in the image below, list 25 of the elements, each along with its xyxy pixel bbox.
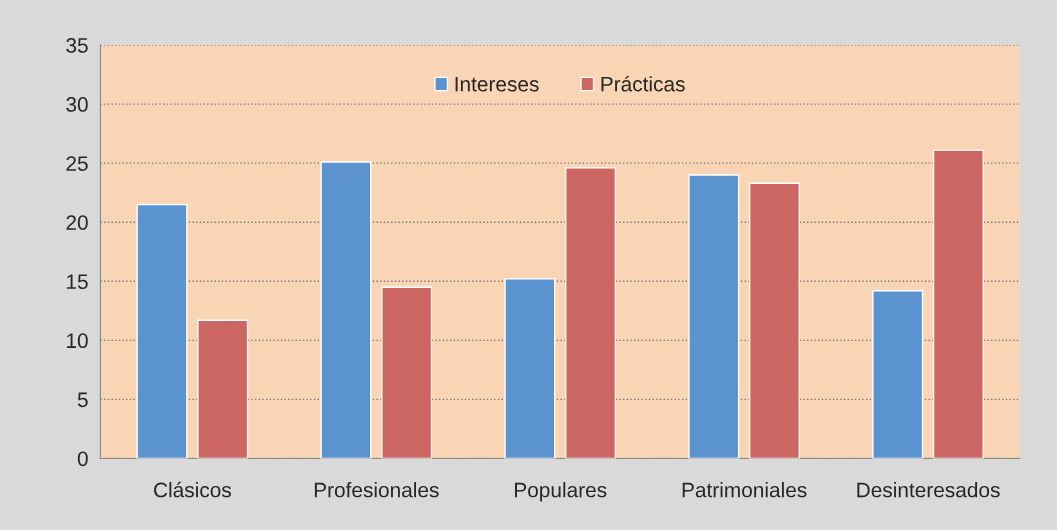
y-tick-label: 5 [77, 392, 88, 408]
bar [136, 203, 188, 459]
bar [932, 149, 984, 459]
x-tick-label: Clásicos [154, 481, 231, 498]
bar [381, 286, 433, 459]
x-tick-label: Profesionales [314, 482, 439, 498]
y-tick-label: 25 [66, 156, 88, 171]
x-tick-label: Patrimoniales [682, 482, 807, 498]
bar [872, 290, 924, 459]
x-tick-label: Populares [515, 482, 607, 502]
legend-label: Intereses [455, 76, 539, 92]
bar [565, 167, 617, 459]
x-tick-label: Desinteresados [857, 482, 1000, 498]
bar [320, 161, 372, 459]
y-tick-label: 0 [77, 451, 88, 467]
bar [197, 319, 249, 459]
y-tick-label: 20 [66, 215, 88, 230]
y-tick-label: 10 [67, 333, 88, 349]
bar [688, 174, 740, 459]
y-tick-label: 35 [66, 38, 88, 53]
bar [504, 278, 556, 459]
y-tick-label: 15 [67, 274, 88, 290]
legend-label: Prácticas [601, 75, 685, 92]
y-tick-label: 30 [66, 97, 88, 112]
bar [748, 182, 800, 459]
